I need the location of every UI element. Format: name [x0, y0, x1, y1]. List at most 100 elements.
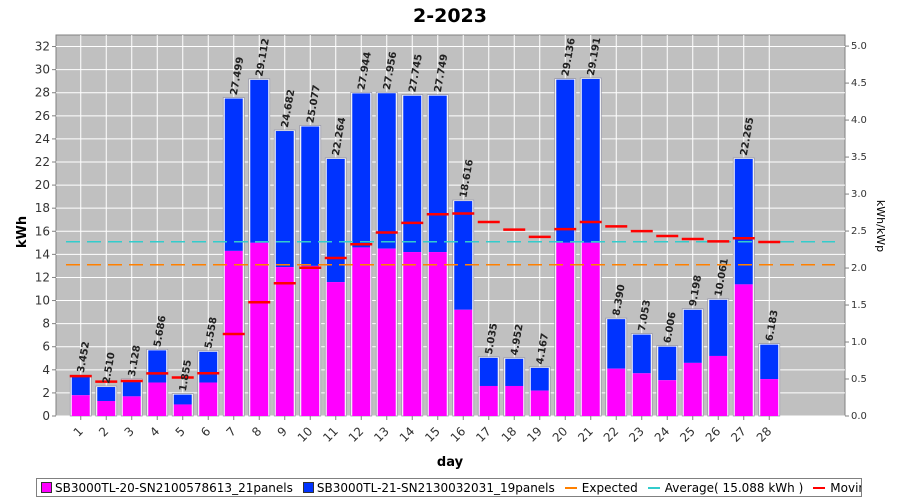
bar-series1: [97, 400, 116, 416]
bar-series1: [199, 382, 218, 416]
y-tick-label: 12: [35, 270, 50, 284]
bar-value-label: 3.128: [127, 344, 143, 377]
bar-value-label: 7.053: [637, 299, 653, 332]
y2-tick-label: 0.5: [851, 374, 867, 385]
legend-label-series1: SB3000TL-20-SN2100578613_21panels: [55, 480, 293, 495]
y2-tick-label: 1.5: [851, 300, 867, 311]
bar-series1: [479, 385, 498, 416]
bar-series2: [505, 358, 524, 386]
bar-value-label: 8.390: [611, 284, 627, 317]
y-tick-label: 18: [35, 201, 50, 215]
legend-line-moving-avg: [813, 486, 826, 489]
legend: SB3000TL-20-SN2100578613_21panels SB3000…: [36, 478, 862, 497]
legend-item-average: Average( 15.088 kWh ): [647, 480, 804, 495]
bar-series2: [581, 78, 600, 243]
bar-series1: [709, 355, 728, 416]
bar-series1: [250, 242, 269, 416]
x-tick-label: 7: [224, 424, 239, 439]
bar-series2: [658, 346, 677, 381]
bar-series2: [173, 394, 192, 405]
legend-label-expected: Expected: [581, 480, 638, 495]
y2-tick-label: 4.5: [851, 78, 867, 89]
y-tick-label: 22: [35, 155, 50, 169]
legend-label-moving-avg: Moving avg. per day.: [830, 480, 861, 495]
y2-axis-label: kWh/kWp: [874, 200, 887, 252]
bar-series1: [632, 373, 651, 416]
y-tick-label: 6: [42, 340, 50, 354]
y-tick-label: 28: [35, 86, 50, 100]
y-tick-label: 4: [42, 363, 50, 377]
x-tick-label: 22: [601, 424, 622, 445]
y2-tick-label: 2.0: [851, 263, 867, 274]
bar-series1: [428, 252, 447, 416]
x-tick-label: 25: [677, 424, 698, 445]
bar-value-label: 6.006: [662, 311, 678, 344]
x-tick-label: 6: [198, 424, 213, 439]
y-axis-label: kWh: [15, 216, 30, 248]
x-tick-label: 12: [346, 424, 367, 445]
x-tick-label: 26: [703, 424, 724, 445]
y2-tick-label: 2.5: [851, 226, 867, 237]
bar-series1: [581, 242, 600, 416]
bar-series2: [683, 309, 702, 363]
legend-item-moving-avg: Moving avg. per day.: [813, 480, 861, 495]
x-tick-label: 14: [397, 424, 418, 445]
bar-series1: [760, 379, 779, 416]
x-tick-label: 19: [524, 424, 545, 445]
lines-layer: [66, 212, 835, 383]
bar-value-label: 5.686: [152, 315, 168, 348]
bar-series2: [632, 334, 651, 374]
bar-series2: [301, 126, 320, 266]
x-tick-label: 27: [728, 424, 749, 445]
y-tick-label: 32: [35, 40, 50, 54]
x-tick-label: 24: [652, 424, 673, 445]
bar-series2: [275, 131, 294, 268]
y-tick-label: 26: [35, 109, 50, 123]
x-tick-label: 8: [249, 424, 264, 439]
legend-line-average: [647, 486, 660, 489]
x-tick-label: 2: [96, 424, 111, 439]
legend-swatch-series2: [302, 482, 314, 493]
bar-series1: [658, 380, 677, 416]
bar-value-label: 4.167: [535, 332, 551, 365]
bar-series1: [148, 382, 167, 416]
bar-series1: [275, 267, 294, 416]
bar-series2: [479, 357, 498, 386]
bar-series1: [454, 309, 473, 416]
bar-series2: [428, 95, 447, 253]
y-tick-label: 20: [35, 178, 50, 192]
y-tick-label: 0: [42, 409, 50, 423]
bar-series2: [377, 93, 396, 249]
bar-series2: [403, 95, 422, 253]
bar-series2: [760, 344, 779, 380]
y-tick-label: 10: [35, 294, 50, 308]
axes-layer: 024681012141618202224262830320.00.51.01.…: [35, 40, 867, 445]
bar-series1: [377, 248, 396, 416]
x-tick-label: 5: [173, 424, 188, 439]
bar-series2: [199, 351, 218, 383]
x-tick-label: 11: [320, 424, 341, 445]
bar-series2: [734, 158, 753, 285]
x-tick-label: 4: [147, 424, 162, 439]
bar-value-label: 3.452: [76, 341, 92, 374]
bars-layer: [69, 77, 781, 417]
chart-svg: 2-2023 3.452 2.510 3.1285.6861.8555.55827.…: [15, 5, 887, 470]
x-tick-label: 1: [71, 424, 86, 439]
bar-series1: [173, 404, 192, 416]
bar-series2: [97, 387, 116, 401]
bar-value-label: 5.035: [484, 322, 500, 355]
legend-line-expected: [564, 486, 577, 489]
legend-label-average: Average( 15.088 kWh ): [664, 480, 804, 495]
y-tick-label: 24: [35, 132, 50, 146]
x-tick-label: 3: [122, 424, 137, 439]
bar-series1: [71, 395, 90, 416]
bar-series2: [148, 350, 167, 383]
bar-value-label: 4.952: [509, 323, 525, 356]
x-tick-label: 28: [754, 424, 775, 445]
y2-tick-label: 3.5: [851, 152, 867, 163]
bar-series1: [352, 247, 371, 416]
bar-series2: [530, 367, 549, 391]
bar-series2: [556, 79, 575, 243]
y-tick-label: 14: [35, 247, 50, 261]
